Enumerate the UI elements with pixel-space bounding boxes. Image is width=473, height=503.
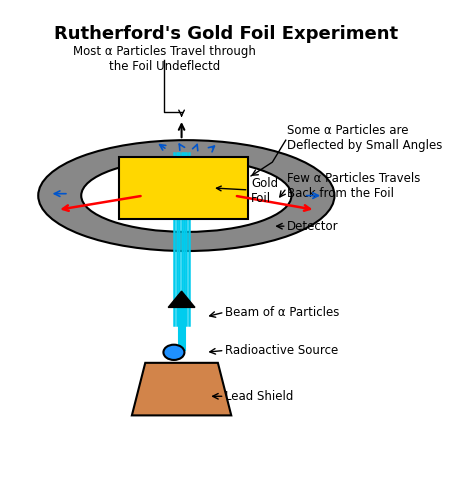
- Text: Few α Particles Travels
Back from the Foil: Few α Particles Travels Back from the Fo…: [287, 172, 420, 200]
- Ellipse shape: [81, 159, 291, 232]
- Text: Most α Particles Travel through
the Foil Undeflectd: Most α Particles Travel through the Foil…: [73, 45, 256, 72]
- Text: Lead Shield: Lead Shield: [225, 390, 293, 403]
- Polygon shape: [168, 291, 195, 307]
- Text: Rutherford's Gold Foil Experiment: Rutherford's Gold Foil Experiment: [54, 26, 399, 43]
- Bar: [120, 157, 248, 219]
- Text: Gold
Foil: Gold Foil: [217, 177, 279, 205]
- Text: Radioactive Source: Radioactive Source: [225, 344, 338, 357]
- Text: Some α Particles are
Deflected by Small Angles: Some α Particles are Deflected by Small …: [287, 124, 442, 152]
- Polygon shape: [132, 363, 231, 415]
- Text: Beam of α Particles: Beam of α Particles: [225, 306, 339, 319]
- Text: Detector: Detector: [287, 220, 338, 233]
- Ellipse shape: [163, 345, 184, 360]
- Ellipse shape: [38, 140, 334, 251]
